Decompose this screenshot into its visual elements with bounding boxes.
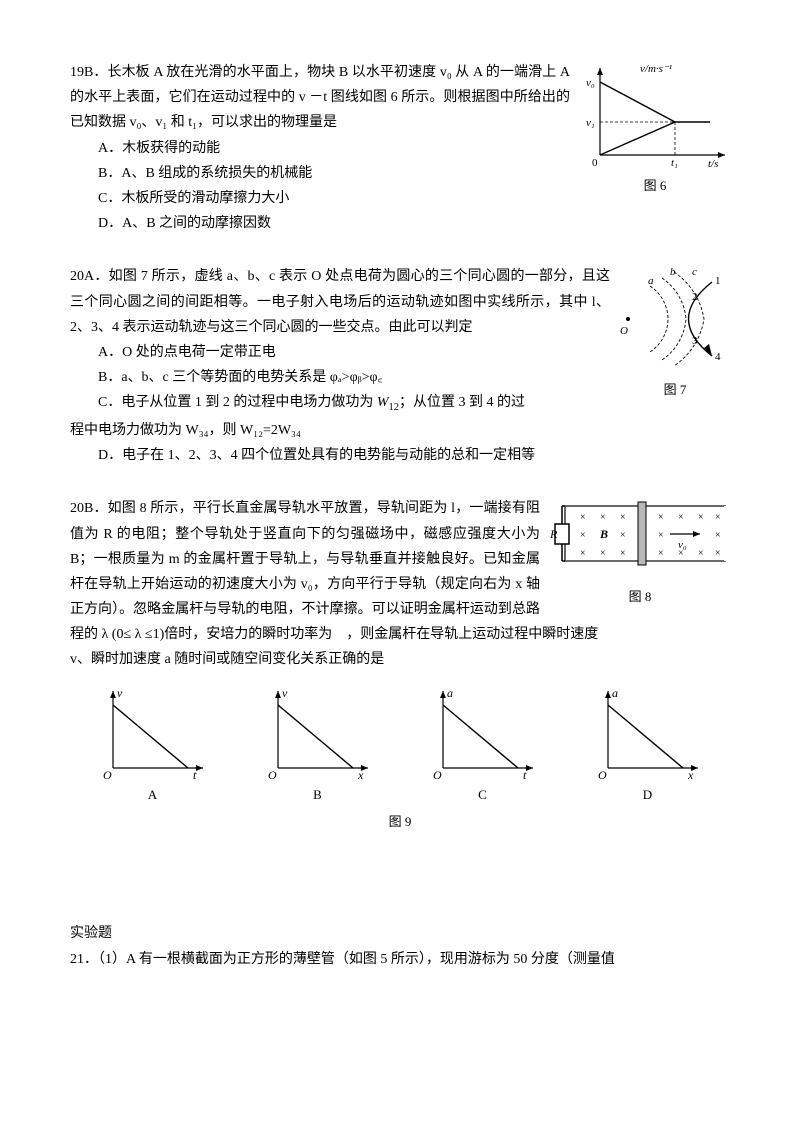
svg-text:×: × [698,548,704,559]
fig6-origin: 0 [592,157,598,169]
q20a-number: 20A． [70,269,109,284]
figure-8-chart: ××× ×××× ×× ×× ××× ×××× R B v₀ [550,496,730,581]
svg-text:x: x [687,768,694,782]
graph-b: v O x B [258,683,378,806]
graph-c-label: C [423,783,543,806]
fig7-1: 1 [715,275,721,287]
figure-9-caption: 图 9 [70,810,730,833]
svg-text:v: v [117,686,123,700]
figure-7-chart: O a b c 1 2 3 4 [620,264,730,374]
graph-a-label: A [93,783,213,806]
fig7-4: 4 [715,351,721,363]
svg-text:×: × [658,548,664,559]
svg-text:×: × [580,512,586,523]
fig6-xlabel: t/s [708,158,718,170]
fig7-2: 2 [692,291,698,303]
q19b-number: 19B． [70,65,108,80]
fig8-R: R [550,527,558,541]
graph-b-label: B [258,783,378,806]
svg-text:×: × [715,548,721,559]
svg-text:×: × [715,530,721,541]
svg-text:×: × [658,530,664,541]
fig7-a: a [648,275,654,287]
q19b-opt-d: D．A、B 之间的动摩擦因数 [70,211,730,236]
fig7-b: b [670,266,676,278]
q20a-stem-text: 如图 7 所示，虚线 a、b、c 表示 O 处点电荷为圆心的三个同心圆的一部分，… [70,269,610,334]
q20a-opt-c-cont: 程中电场力做功为 W₃₄，则 W₁₂=2W₃₄ [70,418,730,443]
svg-text:a: a [447,686,453,700]
q19b-stem-text: 长木板 A 放在光滑的水平面上，物块 B 以水平初速度 v₀ 从 A 的一端滑上… [70,65,570,130]
svg-text:×: × [620,548,626,559]
fig6-v1: v₁ [586,117,595,129]
svg-text:×: × [600,512,606,523]
svg-text:×: × [580,548,586,559]
svg-text:O: O [433,768,442,782]
svg-text:×: × [620,512,626,523]
q21-text: 21．（1）A 有一根横截面为正方形的薄壁管（如图 5 所示），现用游标为 50… [70,947,730,972]
experiment-heading: 实验题 [70,921,730,946]
svg-text:×: × [620,530,626,541]
fig7-O: O [620,325,628,337]
fig8-v0: v₀ [678,539,687,551]
svg-text:×: × [715,512,721,523]
svg-text:x: x [357,768,364,782]
fig7-c: c [692,266,697,278]
svg-text:×: × [698,512,704,523]
q20b-stem1: 如图 8 所示，平行长直金属导轨水平放置，导轨间距为 l，一端接有阻值为 R 的… [70,501,540,642]
q20b-number: 20B． [70,501,108,516]
svg-text:×: × [580,530,586,541]
fig6-t1: t₁ [671,157,678,169]
fig8-B: B [599,527,608,541]
graph-d-label: D [588,783,708,806]
figure-8-caption: 图 8 [550,585,730,608]
fig6-v0: v₀ [586,77,595,89]
svg-text:O: O [268,768,277,782]
figure-6-wrap: v/m·s⁻¹ v₀ v₁ 0 t₁ t/s 图 6 [580,60,730,197]
question-20a: O a b c 1 2 3 4 图 7 20A．如图 7 所示，虚线 a、b、c… [70,264,730,468]
graph-c: a O t C [423,683,543,806]
svg-text:O: O [103,768,112,782]
svg-text:O: O [598,768,607,782]
figure-7-wrap: O a b c 1 2 3 4 图 7 [620,264,730,401]
svg-text:×: × [678,512,684,523]
question-19b: v/m·s⁻¹ v₀ v₁ 0 t₁ t/s 图 6 19B．长木板 A 放在光… [70,60,730,236]
question-20b: ××× ×××× ×× ×× ××× ×××× R B v₀ 图 8 20B．如… [70,496,730,833]
figure-8-wrap: ××× ×××× ×× ×× ××× ×××× R B v₀ 图 8 [550,496,730,608]
svg-text:×: × [658,512,664,523]
fig7-3: 3 [692,335,698,347]
svg-text:×: × [600,548,606,559]
figure-6-chart: v/m·s⁻¹ v₀ v₁ 0 t₁ t/s [580,60,730,170]
svg-text:a: a [612,686,618,700]
graph-a: v O t A [93,683,213,806]
q20a-opt-d: D．电子在 1、2、3、4 四个位置处具有的电势能与动能的总和一定相等 [70,443,730,468]
figure-7-caption: 图 7 [620,378,730,401]
q20b-stem-mid: ，则金属杆在导轨上运动过程中瞬时速度 [346,627,598,642]
figure-9-row: v O t A v O x B [70,683,730,806]
figure-6-caption: 图 6 [580,174,730,197]
graph-d: a O x D [588,683,708,806]
q20b-stem2: v、瞬时加速度 a 随时间或随空间变化关系正确的是 [70,647,730,672]
experiment-section: 实验题 21．（1）A 有一根横截面为正方形的薄壁管（如图 5 所示），现用游标… [70,921,730,971]
svg-text:v: v [282,686,288,700]
fig6-ylabel: v/m·s⁻¹ [640,63,672,75]
